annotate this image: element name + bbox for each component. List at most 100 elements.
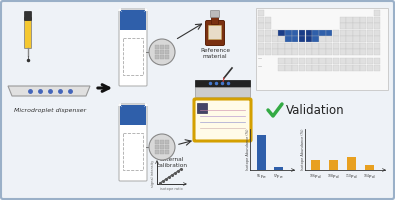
FancyBboxPatch shape bbox=[299, 36, 305, 42]
FancyBboxPatch shape bbox=[367, 17, 373, 23]
FancyBboxPatch shape bbox=[374, 10, 380, 16]
FancyBboxPatch shape bbox=[346, 65, 353, 71]
FancyBboxPatch shape bbox=[306, 29, 312, 36]
FancyBboxPatch shape bbox=[165, 55, 169, 59]
Text: External
calibration: External calibration bbox=[156, 157, 188, 168]
FancyBboxPatch shape bbox=[326, 65, 333, 71]
FancyBboxPatch shape bbox=[165, 50, 169, 54]
FancyBboxPatch shape bbox=[365, 165, 374, 170]
Text: $^{57}$Fe: $^{57}$Fe bbox=[273, 172, 284, 182]
FancyBboxPatch shape bbox=[353, 65, 359, 71]
FancyBboxPatch shape bbox=[340, 58, 346, 64]
FancyBboxPatch shape bbox=[120, 10, 146, 30]
Point bbox=[178, 167, 184, 171]
FancyBboxPatch shape bbox=[265, 43, 271, 49]
FancyBboxPatch shape bbox=[374, 58, 380, 64]
FancyBboxPatch shape bbox=[333, 36, 339, 42]
FancyBboxPatch shape bbox=[346, 17, 353, 23]
Text: Isotope Abundance (%): Isotope Abundance (%) bbox=[301, 128, 305, 170]
FancyBboxPatch shape bbox=[360, 43, 367, 49]
FancyBboxPatch shape bbox=[306, 36, 312, 42]
FancyBboxPatch shape bbox=[360, 58, 367, 64]
FancyBboxPatch shape bbox=[319, 43, 325, 49]
Circle shape bbox=[149, 39, 175, 65]
FancyBboxPatch shape bbox=[340, 65, 346, 71]
Text: Microdroplet dispenser: Microdroplet dispenser bbox=[14, 108, 86, 113]
FancyBboxPatch shape bbox=[258, 17, 264, 23]
FancyBboxPatch shape bbox=[265, 36, 271, 42]
FancyBboxPatch shape bbox=[256, 8, 388, 90]
FancyBboxPatch shape bbox=[155, 140, 159, 144]
FancyBboxPatch shape bbox=[353, 49, 359, 55]
FancyBboxPatch shape bbox=[326, 29, 333, 36]
FancyBboxPatch shape bbox=[278, 43, 285, 49]
FancyBboxPatch shape bbox=[265, 17, 271, 23]
Text: Validation: Validation bbox=[286, 104, 344, 116]
FancyBboxPatch shape bbox=[165, 140, 169, 144]
FancyBboxPatch shape bbox=[311, 160, 320, 170]
FancyBboxPatch shape bbox=[278, 29, 285, 36]
Text: —: — bbox=[258, 64, 262, 68]
FancyBboxPatch shape bbox=[194, 99, 251, 141]
Text: —: — bbox=[258, 56, 262, 60]
FancyBboxPatch shape bbox=[360, 17, 367, 23]
FancyBboxPatch shape bbox=[165, 45, 169, 49]
FancyBboxPatch shape bbox=[319, 49, 325, 55]
FancyBboxPatch shape bbox=[312, 29, 319, 36]
Point bbox=[157, 181, 163, 185]
FancyBboxPatch shape bbox=[353, 58, 359, 64]
FancyBboxPatch shape bbox=[333, 43, 339, 49]
Polygon shape bbox=[8, 86, 90, 96]
FancyBboxPatch shape bbox=[353, 29, 359, 36]
FancyBboxPatch shape bbox=[374, 36, 380, 42]
FancyBboxPatch shape bbox=[326, 43, 333, 49]
FancyBboxPatch shape bbox=[119, 104, 147, 181]
FancyBboxPatch shape bbox=[360, 23, 367, 29]
FancyBboxPatch shape bbox=[292, 49, 298, 55]
FancyBboxPatch shape bbox=[265, 29, 271, 36]
FancyBboxPatch shape bbox=[285, 58, 292, 64]
FancyBboxPatch shape bbox=[205, 21, 224, 46]
FancyBboxPatch shape bbox=[292, 29, 298, 36]
FancyBboxPatch shape bbox=[346, 58, 353, 64]
FancyBboxPatch shape bbox=[374, 23, 380, 29]
FancyBboxPatch shape bbox=[299, 43, 305, 49]
FancyBboxPatch shape bbox=[306, 58, 312, 64]
FancyBboxPatch shape bbox=[272, 36, 278, 42]
FancyBboxPatch shape bbox=[374, 17, 380, 23]
FancyBboxPatch shape bbox=[274, 167, 283, 170]
FancyBboxPatch shape bbox=[333, 58, 339, 64]
FancyBboxPatch shape bbox=[312, 65, 319, 71]
Text: Reference
material: Reference material bbox=[200, 48, 230, 59]
FancyBboxPatch shape bbox=[340, 23, 346, 29]
FancyBboxPatch shape bbox=[160, 45, 164, 49]
FancyBboxPatch shape bbox=[285, 29, 292, 36]
FancyBboxPatch shape bbox=[319, 36, 325, 42]
FancyBboxPatch shape bbox=[367, 29, 373, 36]
FancyBboxPatch shape bbox=[155, 150, 159, 154]
FancyBboxPatch shape bbox=[278, 49, 285, 55]
FancyBboxPatch shape bbox=[24, 11, 32, 21]
FancyBboxPatch shape bbox=[329, 160, 338, 170]
FancyBboxPatch shape bbox=[155, 45, 159, 49]
FancyBboxPatch shape bbox=[306, 49, 312, 55]
FancyBboxPatch shape bbox=[299, 29, 305, 36]
Point bbox=[160, 179, 166, 183]
Circle shape bbox=[149, 134, 175, 160]
FancyBboxPatch shape bbox=[367, 36, 373, 42]
FancyBboxPatch shape bbox=[292, 58, 298, 64]
FancyBboxPatch shape bbox=[278, 36, 285, 42]
FancyBboxPatch shape bbox=[374, 43, 380, 49]
FancyBboxPatch shape bbox=[326, 58, 333, 64]
FancyBboxPatch shape bbox=[367, 65, 373, 71]
FancyBboxPatch shape bbox=[340, 43, 346, 49]
FancyBboxPatch shape bbox=[340, 29, 346, 36]
Text: $^{110}$Pd: $^{110}$Pd bbox=[345, 172, 358, 182]
FancyBboxPatch shape bbox=[346, 49, 353, 55]
FancyBboxPatch shape bbox=[160, 145, 164, 149]
FancyBboxPatch shape bbox=[165, 150, 169, 154]
FancyBboxPatch shape bbox=[346, 43, 353, 49]
FancyBboxPatch shape bbox=[346, 36, 353, 42]
FancyBboxPatch shape bbox=[340, 17, 346, 23]
FancyBboxPatch shape bbox=[160, 55, 164, 59]
